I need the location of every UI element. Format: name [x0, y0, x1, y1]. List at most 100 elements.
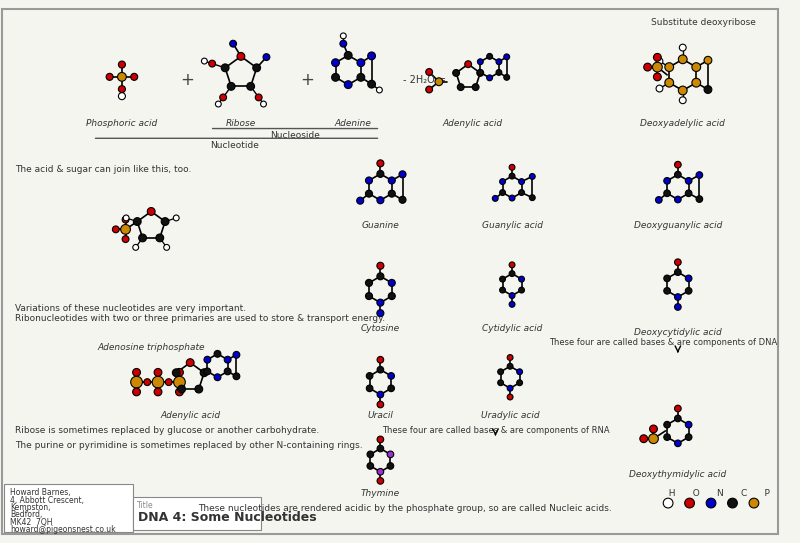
Circle shape [498, 369, 503, 375]
Circle shape [332, 73, 339, 81]
Circle shape [644, 63, 651, 71]
Circle shape [663, 498, 673, 508]
Text: Nucleotide: Nucleotide [210, 141, 258, 150]
Circle shape [665, 78, 674, 87]
Circle shape [377, 469, 384, 475]
Circle shape [518, 179, 525, 185]
Circle shape [509, 293, 515, 299]
Circle shape [366, 293, 373, 300]
Text: Title: Title [137, 501, 153, 510]
Circle shape [377, 477, 384, 484]
Circle shape [686, 434, 692, 440]
Circle shape [175, 388, 183, 396]
Circle shape [686, 178, 692, 184]
Circle shape [653, 62, 662, 72]
Circle shape [230, 40, 237, 47]
Circle shape [509, 301, 515, 307]
Circle shape [186, 359, 194, 367]
Circle shape [224, 356, 231, 363]
Text: Nucleoside: Nucleoside [270, 131, 321, 141]
Circle shape [118, 93, 126, 100]
Text: Cytosine: Cytosine [361, 324, 400, 333]
Text: +: + [300, 71, 314, 89]
Circle shape [222, 64, 229, 72]
Text: Guanine: Guanine [362, 221, 399, 230]
Text: Cytidylic acid: Cytidylic acid [482, 324, 542, 333]
Circle shape [664, 275, 670, 282]
Circle shape [426, 86, 433, 93]
Circle shape [357, 197, 364, 204]
Text: Adenylic acid: Adenylic acid [160, 412, 220, 420]
Circle shape [664, 421, 670, 428]
Text: 4, Abbott Crescent,: 4, Abbott Crescent, [10, 496, 84, 505]
Circle shape [504, 74, 510, 80]
Circle shape [178, 385, 186, 393]
Circle shape [377, 262, 384, 269]
Circle shape [367, 451, 374, 458]
Circle shape [366, 177, 373, 184]
Circle shape [674, 294, 681, 300]
Text: Variations of these nucleotides are very important.: Variations of these nucleotides are very… [14, 304, 246, 313]
Text: Uradylic acid: Uradylic acid [481, 412, 539, 420]
Circle shape [704, 56, 712, 64]
Circle shape [237, 53, 245, 60]
Circle shape [686, 421, 692, 428]
Circle shape [377, 392, 384, 398]
Circle shape [518, 287, 525, 293]
Circle shape [650, 425, 658, 433]
Circle shape [214, 350, 221, 357]
Circle shape [118, 86, 126, 93]
Circle shape [696, 196, 702, 203]
Circle shape [665, 62, 674, 72]
Circle shape [509, 173, 515, 179]
Circle shape [706, 498, 716, 508]
Circle shape [696, 172, 702, 178]
Circle shape [674, 259, 681, 266]
Text: Adenine: Adenine [334, 119, 371, 128]
Circle shape [496, 59, 502, 65]
Circle shape [655, 197, 662, 203]
Circle shape [678, 55, 687, 64]
Circle shape [692, 62, 701, 72]
Text: These nucleotides are rendered acidic by the phosphate group, so are called Nucl: These nucleotides are rendered acidic by… [198, 504, 612, 513]
Circle shape [500, 287, 506, 293]
Text: MK42  7QH: MK42 7QH [10, 517, 52, 527]
Text: H      O      N      C      P: H O N C P [663, 489, 770, 498]
Circle shape [530, 174, 535, 179]
Circle shape [154, 388, 162, 396]
Text: Deoxycytidylic acid: Deoxycytidylic acid [634, 329, 722, 338]
Circle shape [640, 435, 648, 443]
Circle shape [202, 58, 207, 64]
Text: Ribose: Ribose [226, 119, 256, 128]
Circle shape [367, 463, 374, 469]
Circle shape [686, 190, 692, 197]
Circle shape [500, 179, 506, 185]
Circle shape [500, 190, 506, 195]
Circle shape [509, 165, 515, 171]
Circle shape [704, 86, 712, 93]
Circle shape [388, 177, 395, 184]
Circle shape [133, 388, 141, 396]
Circle shape [106, 73, 113, 80]
Circle shape [509, 195, 515, 201]
Circle shape [477, 70, 484, 77]
Circle shape [664, 287, 670, 294]
Circle shape [152, 376, 164, 388]
Circle shape [686, 275, 692, 282]
Circle shape [332, 59, 339, 67]
Circle shape [686, 287, 692, 294]
Circle shape [654, 53, 662, 61]
Circle shape [500, 276, 506, 282]
Circle shape [458, 84, 464, 91]
Circle shape [215, 101, 222, 107]
Circle shape [144, 378, 150, 386]
Circle shape [509, 262, 515, 268]
Text: - 2H₂O =: - 2H₂O = [403, 75, 446, 85]
Circle shape [246, 83, 254, 90]
Circle shape [200, 369, 208, 377]
Circle shape [377, 356, 384, 363]
Text: Kempston,: Kempston, [10, 503, 50, 512]
Circle shape [518, 276, 525, 282]
Circle shape [679, 44, 686, 51]
Text: Deoxyadelylic acid: Deoxyadelylic acid [640, 119, 725, 128]
